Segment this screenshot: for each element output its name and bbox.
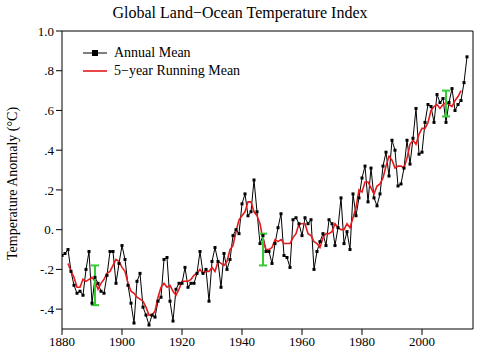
svg-text:0.: 0. (44, 222, 54, 237)
html-text:Global Land−Ocean Temperature: Global Land−Ocean Temperature Index (112, 4, 368, 21)
svg-text:.4: .4 (44, 143, 54, 158)
html-text:Annual Mean: Annual Mean (114, 45, 191, 60)
svg-text:-.4: -.4 (40, 302, 55, 317)
svg-text:1900: 1900 (109, 334, 135, 349)
svg-text:1.0: 1.0 (38, 24, 54, 39)
html-text:5−year Running Mean: 5−year Running Mean (114, 63, 241, 78)
svg-text:2000: 2000 (409, 334, 435, 349)
svg-text:-.2: -.2 (40, 262, 54, 277)
svg-text:1980: 1980 (349, 334, 375, 349)
svg-text:1960: 1960 (289, 334, 315, 349)
svg-text:1920: 1920 (169, 334, 195, 349)
svg-text:.2: .2 (44, 183, 54, 198)
svg-text:1880: 1880 (49, 334, 75, 349)
svg-text:1940: 1940 (229, 334, 255, 349)
svg-text:.6: .6 (44, 103, 54, 118)
svg-text:.8: .8 (44, 63, 54, 78)
svg-text:Temperature Anomaly (°C): Temperature Anomaly (°C) (8, 107, 21, 260)
